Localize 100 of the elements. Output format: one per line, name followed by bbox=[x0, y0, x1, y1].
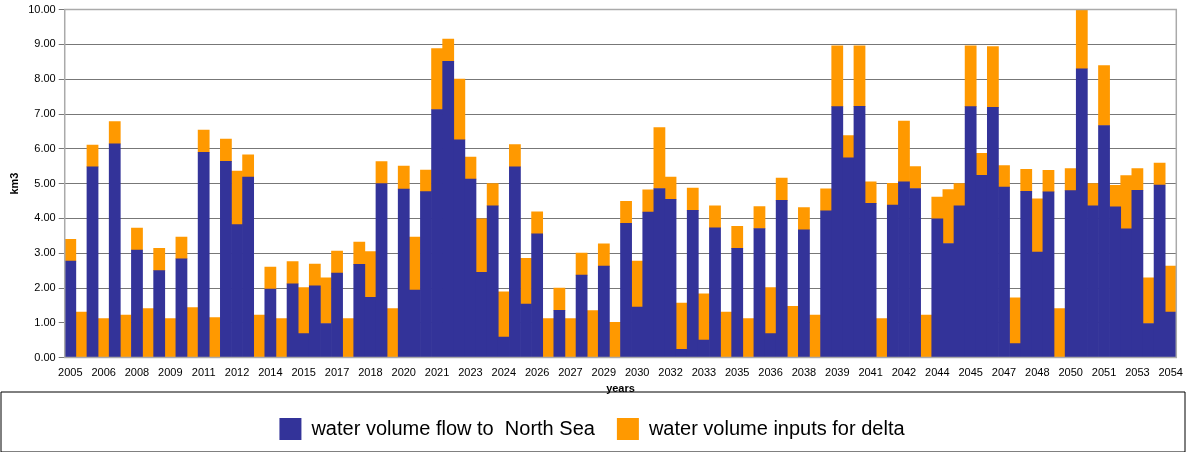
bar bbox=[686, 187, 699, 211]
bar bbox=[564, 318, 577, 358]
bar bbox=[375, 161, 388, 184]
x-tick-label: 2048 bbox=[1025, 366, 1050, 379]
bar bbox=[331, 250, 343, 274]
x-tick-label: 2030 bbox=[624, 366, 650, 379]
bar bbox=[386, 308, 399, 358]
bar bbox=[531, 211, 544, 235]
bar bbox=[86, 144, 99, 168]
bar bbox=[197, 129, 210, 153]
legend-label: water volume flow to North Sea bbox=[310, 416, 596, 439]
bar bbox=[831, 45, 844, 108]
y-tick-label: 0.00 bbox=[34, 350, 56, 363]
bar bbox=[286, 261, 299, 285]
bar bbox=[1031, 198, 1044, 253]
x-tick-label: 2038 bbox=[791, 366, 817, 379]
bar bbox=[731, 226, 744, 249]
bar bbox=[597, 265, 610, 358]
x-tick-label: 2015 bbox=[291, 366, 316, 379]
bar bbox=[275, 318, 288, 358]
x-tick-label: 2011 bbox=[191, 366, 216, 379]
bar bbox=[798, 229, 810, 358]
bar bbox=[397, 165, 410, 190]
bar bbox=[742, 318, 755, 358]
bar bbox=[97, 318, 110, 358]
bar bbox=[798, 207, 810, 231]
x-tick-label: 2041 bbox=[858, 366, 883, 379]
x-tick-label: 2009 bbox=[158, 366, 183, 379]
x-tick-label: 2054 bbox=[1158, 366, 1183, 379]
bar bbox=[75, 311, 88, 358]
x-tick-label: 2014 bbox=[258, 366, 283, 379]
bar bbox=[553, 309, 566, 358]
bar bbox=[775, 177, 788, 201]
bar bbox=[575, 274, 588, 358]
bar bbox=[642, 189, 655, 213]
bar bbox=[864, 181, 877, 204]
x-tick-label: 2006 bbox=[91, 366, 116, 379]
bar bbox=[620, 201, 632, 224]
bar bbox=[1064, 168, 1077, 191]
bar bbox=[453, 78, 466, 141]
x-tick-label: 2053 bbox=[1125, 366, 1150, 379]
y-axis-title: km3 bbox=[7, 172, 20, 195]
bar bbox=[475, 218, 488, 273]
x-tick-label: 2024 bbox=[491, 366, 517, 379]
bar bbox=[197, 151, 210, 358]
bar bbox=[86, 166, 99, 358]
bar bbox=[987, 46, 999, 108]
x-tick-label: 2008 bbox=[124, 366, 150, 379]
bar bbox=[175, 258, 188, 358]
bar bbox=[464, 156, 477, 180]
x-tick-label: 2027 bbox=[558, 366, 583, 379]
x-tick-label: 2035 bbox=[724, 366, 750, 379]
bar bbox=[575, 252, 588, 276]
x-tick-label: 2050 bbox=[1058, 366, 1083, 379]
x-tick-label: 2026 bbox=[524, 366, 550, 379]
bar bbox=[1075, 9, 1088, 70]
y-tick-label: 10.00 bbox=[28, 2, 56, 15]
x-tick-label: 2018 bbox=[358, 366, 383, 379]
bar bbox=[108, 143, 121, 358]
bar bbox=[64, 260, 77, 358]
bar bbox=[709, 205, 721, 229]
bar bbox=[220, 138, 232, 162]
bar bbox=[131, 227, 143, 251]
y-tick-label: 2.00 bbox=[34, 281, 56, 294]
bar bbox=[764, 287, 777, 334]
bar bbox=[108, 121, 121, 145]
bar bbox=[853, 45, 866, 107]
y-tick-label: 6.00 bbox=[34, 141, 56, 154]
bar bbox=[842, 135, 855, 159]
x-tick-label: 2042 bbox=[891, 366, 917, 379]
x-tick-label: 2023 bbox=[458, 366, 483, 379]
bar bbox=[509, 144, 521, 168]
y-tick-label: 4.00 bbox=[34, 211, 56, 224]
bar bbox=[153, 248, 166, 271]
x-tick-label: 2045 bbox=[958, 366, 983, 379]
bar bbox=[1142, 277, 1155, 324]
bar bbox=[486, 183, 499, 207]
y-tick-label: 1.00 bbox=[34, 315, 56, 328]
y-tick-label: 5.00 bbox=[34, 176, 56, 189]
bar bbox=[553, 287, 566, 311]
x-tick-label: 2033 bbox=[691, 366, 717, 379]
x-tick-label: 2047 bbox=[991, 366, 1017, 379]
x-tick-label: 2044 bbox=[925, 366, 950, 379]
bar bbox=[886, 182, 899, 206]
x-tick-label: 2017 bbox=[324, 366, 350, 379]
bar bbox=[1098, 65, 1110, 126]
bar bbox=[1042, 170, 1055, 193]
x-tick-label: 2012 bbox=[224, 366, 250, 379]
bar bbox=[264, 288, 277, 358]
bar bbox=[264, 266, 277, 290]
bar bbox=[597, 243, 610, 267]
y-tick-label: 7.00 bbox=[34, 107, 56, 120]
bar bbox=[731, 248, 744, 358]
x-tick-label: 2020 bbox=[391, 366, 416, 379]
bar bbox=[675, 302, 688, 350]
bar bbox=[1053, 308, 1066, 358]
bar bbox=[131, 249, 143, 358]
bar bbox=[820, 188, 833, 212]
bar bbox=[297, 287, 310, 334]
bar bbox=[164, 318, 177, 358]
